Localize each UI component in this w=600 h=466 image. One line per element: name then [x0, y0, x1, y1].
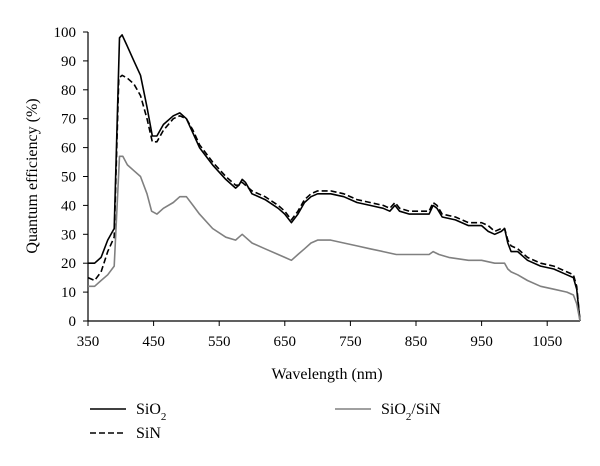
x-tick-label: 550 [208, 334, 231, 350]
y-axis-title: Quantum efficiency (%) [24, 98, 41, 253]
x-tick-label: 850 [405, 334, 428, 350]
y-tick-label: 90 [61, 54, 76, 70]
y-tick-label: 60 [61, 141, 76, 157]
series-line-sin [87, 74, 581, 322]
series-line-sio2 [88, 34, 581, 322]
legend-label-sin: SiN [136, 425, 161, 442]
y-tick-label: 70 [61, 112, 76, 128]
axes: 0 10 20 30 40 50 60 70 80 90 100 350 450 550 650 750 850… [54, 25, 580, 350]
x-tick-label: 750 [339, 334, 362, 350]
x-tick-label: 350 [77, 334, 100, 350]
y-tick-label: 100 [54, 25, 77, 41]
legend-label-sio2-sin: SiO2/SiN [381, 401, 441, 423]
series-line-sio2-sin [88, 155, 581, 322]
y-tick-label: 0 [69, 314, 77, 330]
x-tick-label: 950 [470, 334, 493, 350]
x-tick-label: 650 [274, 334, 297, 350]
legend: SiO2 SiN SiO2/SiN [90, 401, 441, 442]
y-tick-label: 30 [61, 227, 76, 243]
y-tick-label: 50 [61, 170, 76, 186]
y-tick-label: 80 [61, 83, 76, 99]
y-tick-label: 40 [61, 198, 76, 214]
y-tick-label: 10 [61, 285, 76, 301]
x-axis-title: Wavelength (nm) [271, 366, 382, 383]
legend-label-sio2: SiO2 [136, 401, 166, 423]
x-tick-label: 1050 [532, 334, 562, 350]
series-layer [87, 34, 581, 322]
y-tick-label: 20 [61, 256, 76, 272]
x-tick-label: 450 [142, 334, 165, 350]
